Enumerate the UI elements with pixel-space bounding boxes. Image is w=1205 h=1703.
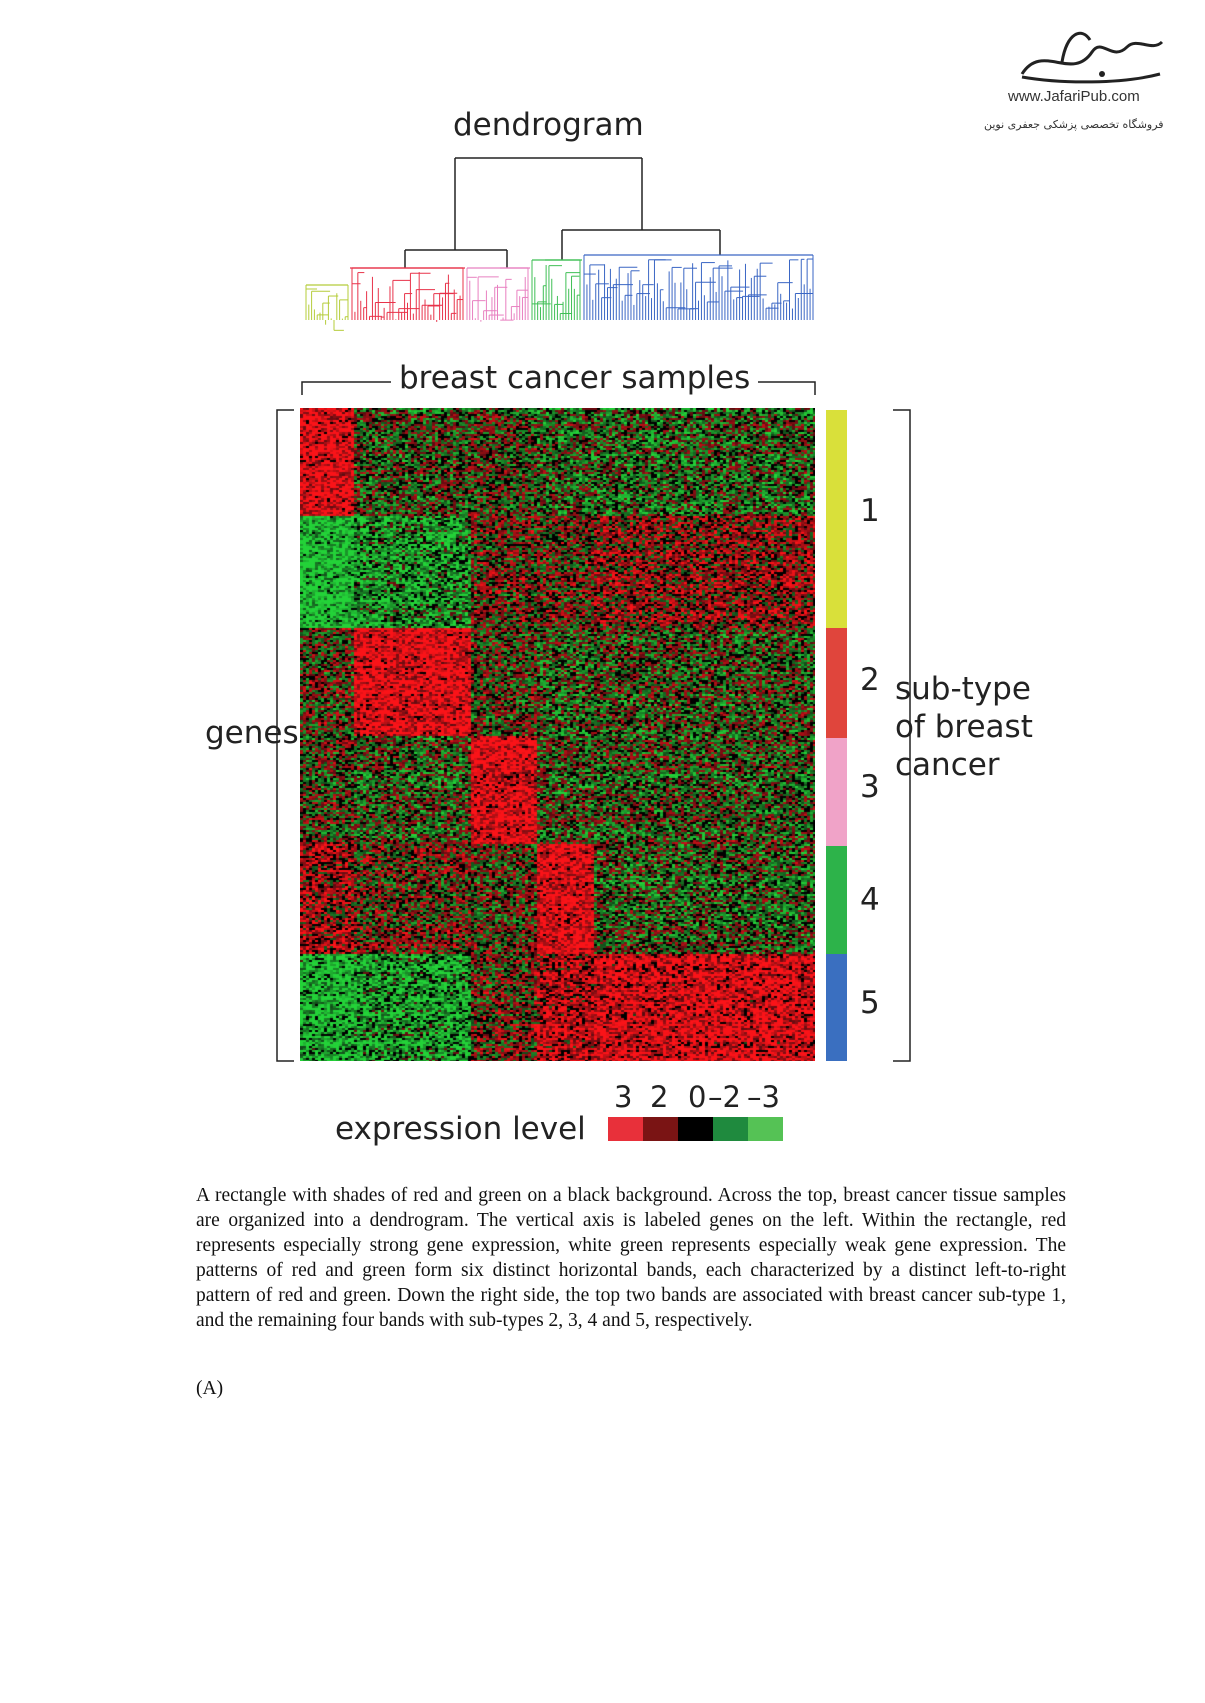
subtype-bar-4 (826, 846, 847, 954)
dendrogram-label: dendrogram (453, 107, 644, 143)
subtype-number-1: 1 (860, 493, 880, 529)
logo-calligraphy-icon (1020, 31, 1164, 84)
subtype-label-line-1: sub-type (895, 671, 1031, 707)
legend-tick-3: 0 (688, 1080, 707, 1114)
dendrogram (305, 157, 814, 331)
legend-swatch-4 (713, 1117, 748, 1141)
genes-label: genes (205, 715, 299, 751)
subtype-bar-3 (826, 738, 847, 846)
legend-tick-2: 2 (650, 1080, 669, 1114)
subtype-number-5: 5 (860, 985, 880, 1021)
subtype-bar-2 (826, 628, 847, 738)
subtype-number-3: 3 (860, 769, 880, 805)
gene-expression-heatmap (300, 408, 815, 1061)
subtype-label: sub-type of breast cancer (895, 670, 1075, 784)
subtype-bar-1 (826, 410, 847, 628)
legend-tick-4: –2 (708, 1080, 741, 1114)
legend-swatch-2 (643, 1117, 678, 1141)
logo-url: www.JafariPub.com (1008, 88, 1140, 105)
subtype-label-line-2: of breast (895, 709, 1033, 745)
legend-tick-5: –3 (747, 1080, 780, 1114)
publisher-logo (988, 18, 1188, 138)
legend-swatch-3 (678, 1117, 713, 1141)
legend-swatch-5 (748, 1117, 783, 1141)
subtype-label-line-3: cancer (895, 747, 1000, 783)
subtype-number-4: 4 (860, 882, 880, 918)
subtype-bar-5 (826, 954, 847, 1061)
samples-label: breast cancer samples (391, 360, 759, 396)
figure-caption: A rectangle with shades of red and green… (196, 1185, 1066, 1331)
legend-swatch-1 (608, 1117, 643, 1141)
legend-tick-1: 3 (614, 1080, 633, 1114)
subtype-number-2: 2 (860, 662, 880, 698)
expression-level-label: expression level (335, 1111, 586, 1147)
logo-subtitle: فروشگاه تخصصی پزشکی جعفری نوین (984, 118, 1164, 131)
panel-label: (A) (196, 1378, 224, 1399)
